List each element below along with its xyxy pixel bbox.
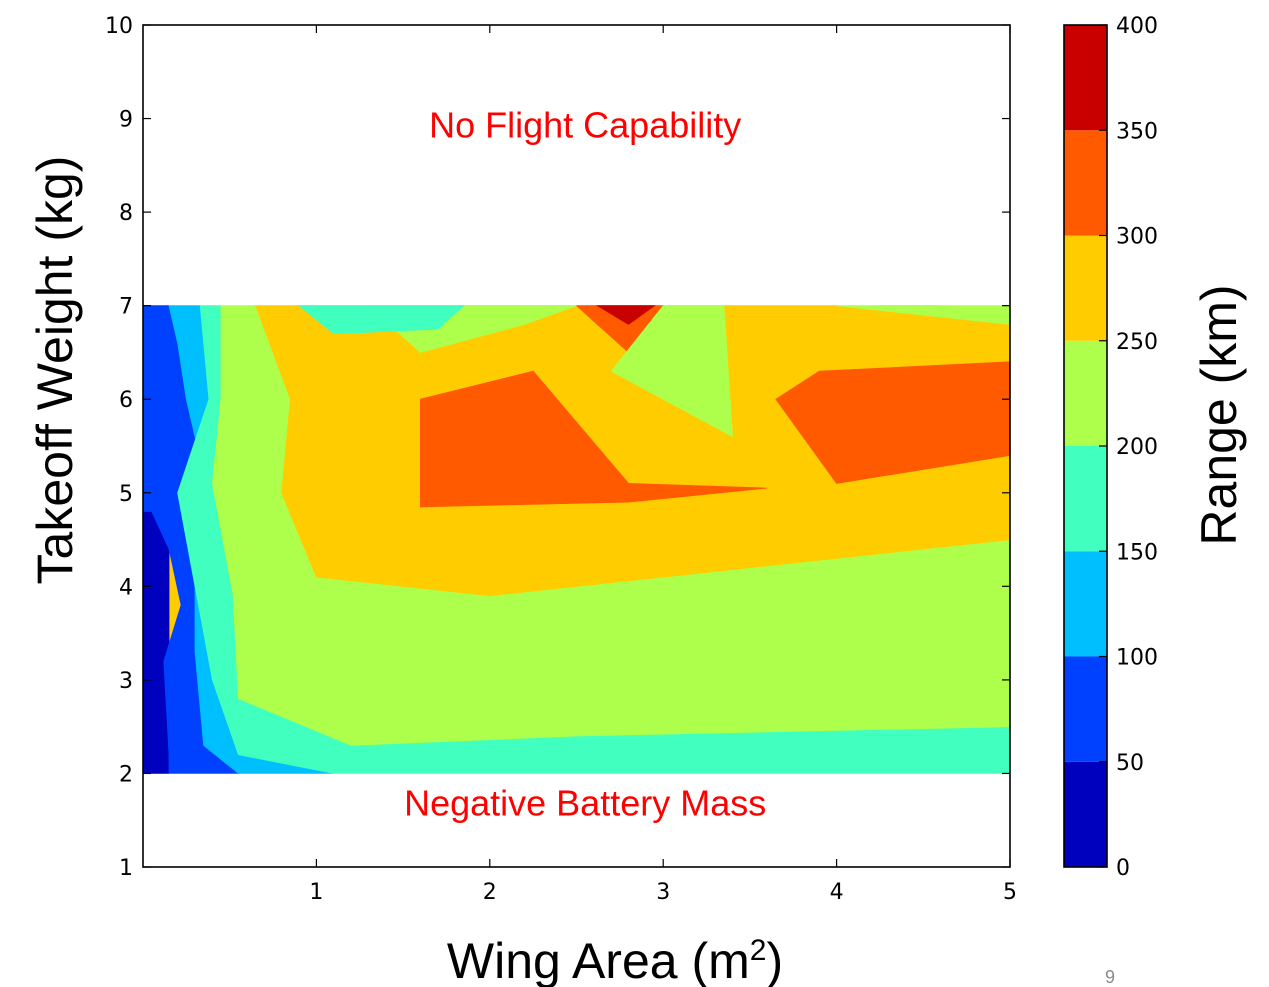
x-tick-label: 5 xyxy=(1003,880,1017,905)
colorbar-ticks: 0 50 100 150 200 250 300 350 400 xyxy=(1099,14,1158,881)
colorbar xyxy=(1063,24,1108,868)
y-tick-label: 1 xyxy=(119,856,133,881)
page-number: 9 xyxy=(1105,967,1115,987)
contour-band-0-50 xyxy=(142,511,170,774)
colorbar-segment xyxy=(1064,446,1107,552)
y-tick-label: 9 xyxy=(119,108,133,133)
annotation-text: Negative Battery Mass xyxy=(404,783,766,824)
y-axis-ticks: 1 2 3 4 5 6 7 8 9 10 xyxy=(105,14,1010,881)
colorbar-tick-label: 400 xyxy=(1116,14,1158,39)
colorbar-segment xyxy=(1064,340,1107,446)
contour-band-300-350 xyxy=(419,370,768,508)
x-tick-label: 2 xyxy=(483,880,497,905)
y-tick-label: 2 xyxy=(119,762,133,787)
colorbar-segment xyxy=(1064,551,1107,657)
colorbar-segment xyxy=(1064,656,1107,762)
y-tick-label: 10 xyxy=(105,14,133,39)
colorbar-segment xyxy=(1064,25,1107,131)
x-axis-ticks: 1 2 3 4 5 xyxy=(309,25,1017,905)
x-tick-label: 3 xyxy=(656,880,670,905)
colorbar-tick-label: 50 xyxy=(1116,751,1144,776)
annotations: No Flight Capability Negative Battery Mas… xyxy=(404,104,766,823)
plot-frame xyxy=(142,24,1011,868)
colorbar-segment xyxy=(1064,761,1107,867)
colorbar-tick-label: 300 xyxy=(1116,225,1158,250)
colorbar-tick-label: 150 xyxy=(1116,540,1158,565)
colorbar-tick-label: 0 xyxy=(1116,856,1130,881)
contour-band-200-250 xyxy=(454,305,525,325)
colorbar-title: Range (km) xyxy=(1191,284,1247,545)
x-tick-label: 1 xyxy=(309,880,323,905)
y-tick-label: 5 xyxy=(119,482,133,507)
colorbar-tick-label: 250 xyxy=(1116,330,1158,355)
y-tick-label: 6 xyxy=(119,388,133,413)
contour-band-350-400 xyxy=(595,305,656,325)
colorbar-segment xyxy=(1064,235,1107,341)
y-tick-label: 4 xyxy=(119,575,133,600)
y-tick-label: 7 xyxy=(119,295,133,320)
x-tick-label: 4 xyxy=(830,880,844,905)
x-axis-title: Wing Area (m2) xyxy=(447,933,783,987)
colorbar-segment xyxy=(1064,130,1107,236)
colorbar-tick-label: 200 xyxy=(1116,435,1158,460)
y-axis-title: Takeoff Weight (kg) xyxy=(27,156,83,585)
annotation-text: No Flight Capability xyxy=(429,104,741,145)
y-tick-label: 3 xyxy=(119,669,133,694)
contour-band-150-200 xyxy=(297,305,465,335)
contour-bands xyxy=(142,305,1011,774)
colorbar-tick-label: 100 xyxy=(1116,646,1158,671)
contour-band-200-250 xyxy=(610,305,734,438)
colorbar-tick-label: 350 xyxy=(1116,119,1158,144)
y-tick-label: 8 xyxy=(119,201,133,226)
